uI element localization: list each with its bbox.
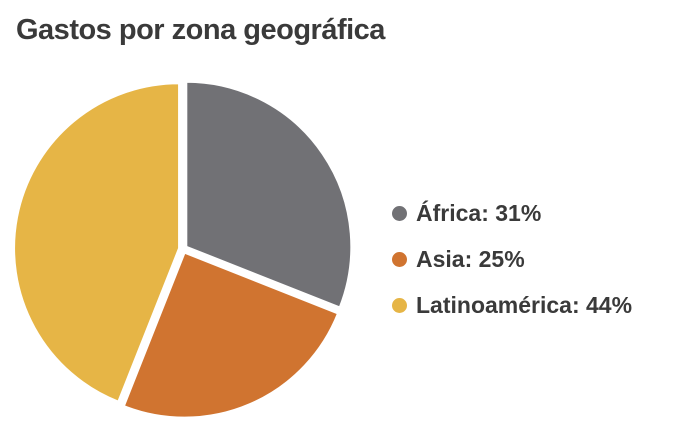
pie-chart	[13, 80, 353, 419]
legend-item-africa: África: 31%	[392, 190, 632, 236]
legend-swatch-asia	[392, 251, 407, 267]
chart-title: Gastos por zona geográfica	[16, 14, 385, 46]
pie-slice-africa	[185, 80, 353, 309]
legend-swatch-africa	[392, 205, 407, 221]
chart-legend: África: 31% Asia: 25% Latinoamérica: 44%	[392, 190, 632, 328]
pie-slice-latinoamerica	[13, 82, 181, 403]
legend-item-latinoamerica: Latinoamérica: 44%	[392, 282, 632, 328]
legend-label-africa: África: 31%	[416, 199, 542, 226]
legend-swatch-latinoamerica	[392, 297, 407, 313]
legend-label-latinoamerica: Latinoamérica: 44%	[416, 291, 633, 318]
pie-slice-asia	[122, 251, 340, 419]
legend-item-asia: Asia: 25%	[392, 236, 632, 282]
legend-label-asia: Asia: 25%	[416, 245, 525, 272]
